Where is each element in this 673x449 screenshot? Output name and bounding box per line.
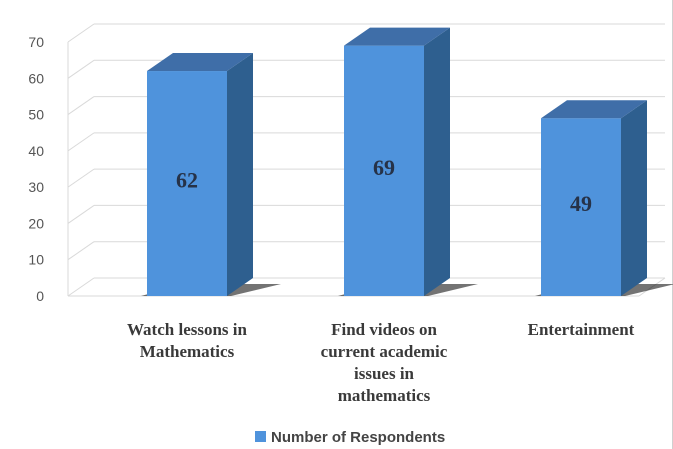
y-tick-label: 40 [28, 143, 44, 159]
gridline-side [67, 59, 95, 79]
gridline-side [67, 132, 95, 152]
gridline-side [67, 205, 95, 224]
bar-side [227, 53, 253, 297]
x-tick-label: Watch lessons in Mathematics [127, 320, 248, 361]
y-tick-label: 60 [28, 70, 44, 86]
y-tick-label: 70 [28, 34, 44, 50]
bar-side [424, 27, 450, 296]
data-labels: 62 69 49 [176, 155, 592, 216]
y-tick-label: 0 [36, 288, 44, 304]
x-tick-label-line: Mathematics [140, 342, 235, 361]
legend-swatch [255, 431, 266, 442]
bar-front [541, 118, 621, 296]
y-tick-label: 20 [28, 215, 44, 231]
x-tick-label-line: mathematics [338, 386, 431, 405]
x-tick-label: Entertainment [528, 320, 635, 339]
legend-label: Number of Respondents [271, 429, 445, 446]
x-tick-label-line: issues in [354, 364, 415, 383]
bar-front [147, 71, 227, 297]
y-tick-label: 50 [28, 107, 44, 123]
bar [147, 53, 253, 297]
bar [541, 100, 647, 296]
x-tick-label-line: Find videos on [331, 320, 437, 339]
gridline-side [67, 168, 95, 188]
x-tick-label-line: Entertainment [528, 320, 635, 339]
x-axis: Watch lessons in Mathematics Find videos o… [127, 320, 635, 405]
gridline-side [67, 23, 95, 43]
y-axis: 0 10 20 30 40 50 60 70 [28, 34, 44, 304]
data-label: 62 [176, 168, 198, 193]
gridline-side [67, 241, 95, 261]
bar-top [541, 100, 647, 119]
bar-front [344, 45, 424, 296]
bar [344, 27, 450, 296]
legend: Number of Respondents [255, 429, 445, 446]
data-label: 49 [570, 191, 592, 216]
y-tick-label: 10 [28, 252, 44, 268]
gridline-side [67, 96, 95, 115]
x-tick-label-line: current academic [321, 342, 448, 361]
bar-side [621, 100, 647, 296]
bars [147, 27, 647, 297]
bar-top [344, 27, 450, 46]
bar-top [147, 53, 253, 72]
x-tick-label: Find videos on current academic issues in m… [321, 320, 448, 405]
y-tick-label: 30 [28, 179, 44, 195]
x-tick-label-line: Watch lessons in [127, 320, 248, 339]
gridline-side [67, 277, 95, 297]
data-label: 69 [373, 155, 395, 180]
